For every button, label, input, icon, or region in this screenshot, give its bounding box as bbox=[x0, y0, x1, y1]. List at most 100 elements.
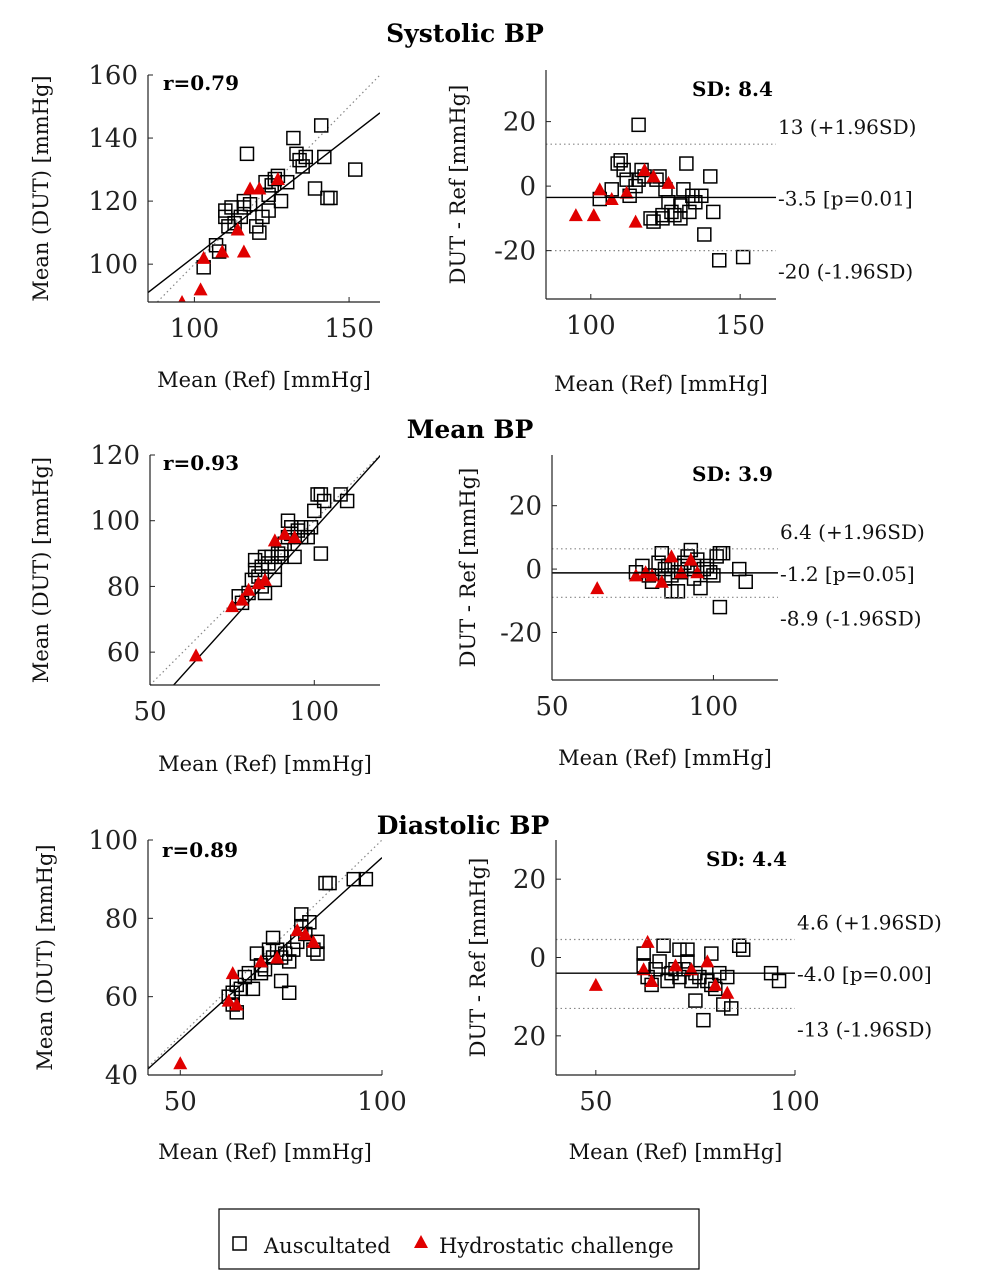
y-tick-label: 100 bbox=[90, 507, 140, 537]
x-tick-label: 150 bbox=[324, 314, 374, 344]
auscultated-point bbox=[703, 169, 718, 184]
y-axis-label: DUT - Ref [mmHg] bbox=[456, 468, 480, 668]
y-tick-label: 0 bbox=[525, 555, 542, 585]
hydrostatic-point bbox=[637, 162, 652, 176]
hydrostatic-point bbox=[644, 974, 659, 987]
hydrostatic-point bbox=[235, 592, 249, 606]
auscultated-point bbox=[307, 503, 322, 519]
y-axis-label: Mean (DUT) [mmHg] bbox=[29, 457, 53, 683]
auscultated-point bbox=[317, 149, 332, 165]
line-label: 6.4 (+1.96SD) bbox=[780, 520, 925, 544]
auscultated-point bbox=[253, 965, 269, 981]
triangle-icon bbox=[414, 1235, 428, 1248]
auscultated-point bbox=[320, 190, 335, 206]
auscultated-point bbox=[303, 520, 319, 535]
auscultated-point bbox=[680, 954, 695, 969]
y-tick-label: 80 bbox=[107, 572, 140, 602]
x-axis-label: Mean (Ref) [mmHg] bbox=[157, 368, 371, 392]
y-tick-label: 20 bbox=[513, 1022, 546, 1052]
auscultated-point bbox=[673, 198, 688, 213]
chart-annotation: SD: 8.4 bbox=[692, 77, 773, 101]
y-tick-label: 60 bbox=[107, 638, 140, 668]
auscultated-point bbox=[358, 871, 374, 887]
auscultated-point bbox=[660, 973, 675, 989]
y-axis-label: DUT - Ref [mmHg] bbox=[446, 85, 470, 285]
hydrostatic-point bbox=[298, 927, 313, 940]
auscultated-point bbox=[679, 156, 694, 171]
hydrostatic-point bbox=[684, 962, 699, 976]
chart-title: Diastolic BP bbox=[377, 811, 550, 840]
auscultated-point bbox=[225, 985, 240, 1000]
hydrostatic-point bbox=[586, 208, 601, 222]
y-tick-label: -20 bbox=[500, 618, 542, 648]
auscultated-point bbox=[313, 546, 329, 561]
plot-area bbox=[148, 75, 380, 302]
hydrostatic-point bbox=[173, 1056, 188, 1070]
hydrostatic-point bbox=[568, 208, 583, 222]
x-tick-label: 50 bbox=[535, 692, 568, 722]
auscultated-point bbox=[643, 211, 658, 226]
auscultated-point bbox=[697, 227, 712, 242]
plot-area bbox=[568, 117, 751, 268]
x-tick-label: 100 bbox=[566, 311, 616, 341]
y-tick-label: 60 bbox=[105, 983, 138, 1013]
auscultated-point bbox=[616, 162, 631, 178]
square-icon bbox=[232, 1236, 247, 1251]
auscultated-point bbox=[694, 188, 709, 204]
chart-mean-ba: 6.4 (+1.96SD) -1.2 [p=0.05] -8.9 (-1.96SD)… bbox=[456, 455, 925, 770]
auscultated-point bbox=[339, 493, 355, 509]
plot-area bbox=[588, 934, 787, 1028]
auscultated-point bbox=[712, 599, 728, 615]
auscultated-point bbox=[771, 973, 787, 989]
auscultated-point bbox=[738, 574, 753, 590]
chart-sys-corr: Systolic BP 100 150 100 120 140 160 Mean (Ref) … bbox=[29, 19, 544, 392]
x-axis-label: Mean (Ref) [mmHg] bbox=[158, 752, 372, 776]
x-axis-label: Mean (Ref) [mmHg] bbox=[158, 1140, 372, 1164]
x-axis-label: Mean (Ref) [mmHg] bbox=[569, 1140, 783, 1164]
y-tick-label: 100 bbox=[88, 826, 138, 856]
hydrostatic-point bbox=[229, 997, 244, 1011]
hydrostatic-point bbox=[664, 549, 679, 563]
hydrostatic-point bbox=[683, 552, 698, 566]
hydrostatic-point bbox=[236, 244, 251, 258]
y-tick-label: 160 bbox=[88, 61, 138, 91]
chart-title: Systolic BP bbox=[386, 19, 544, 48]
hydrostatic-point bbox=[189, 648, 203, 662]
chart-annotation: r=0.93 bbox=[163, 451, 239, 475]
auscultated-point bbox=[648, 962, 663, 977]
hydrostatic-point bbox=[251, 576, 266, 590]
x-tick-label: 50 bbox=[133, 697, 166, 727]
auscultated-point bbox=[711, 253, 727, 268]
auscultated-point bbox=[735, 249, 751, 265]
x-tick-label: 50 bbox=[164, 1087, 197, 1117]
x-tick-label: 100 bbox=[689, 692, 739, 722]
y-tick-label: 120 bbox=[90, 441, 140, 471]
auscultated-point bbox=[273, 973, 289, 989]
hydrostatic-point bbox=[253, 954, 268, 968]
hydrostatic-point bbox=[193, 282, 208, 296]
auscultated-point bbox=[731, 938, 747, 953]
auscultated-point bbox=[348, 162, 363, 177]
hydrostatic-point bbox=[178, 295, 186, 302]
auscultated-point bbox=[693, 580, 708, 596]
hydrostatic-point bbox=[700, 954, 715, 968]
hydrostatic-point bbox=[243, 181, 258, 195]
auscultated-point bbox=[688, 993, 703, 1008]
auscultated-point bbox=[300, 529, 315, 545]
auscultated-point bbox=[302, 915, 317, 930]
auscultated-point bbox=[720, 969, 735, 985]
x-tick-label: 100 bbox=[357, 1087, 407, 1117]
auscultated-point bbox=[670, 584, 686, 599]
x-tick-label: 100 bbox=[170, 314, 220, 344]
line-label: -4.0 [p=0.00] bbox=[797, 962, 932, 986]
auscultated-point bbox=[323, 190, 338, 206]
hydrostatic-point bbox=[241, 582, 256, 596]
auscultated-point bbox=[239, 146, 255, 162]
auscultated-point bbox=[316, 493, 332, 509]
auscultated-point bbox=[265, 930, 281, 946]
chart-mean-corr: Mean BP 50 100 60 80 100 120 Mean (Ref) [mmHg] M… bbox=[29, 415, 533, 776]
auscultated-point bbox=[242, 197, 258, 212]
chart-annotation: r=0.79 bbox=[163, 71, 239, 95]
hydrostatic-point bbox=[270, 172, 285, 186]
auscultated-point bbox=[318, 875, 333, 891]
